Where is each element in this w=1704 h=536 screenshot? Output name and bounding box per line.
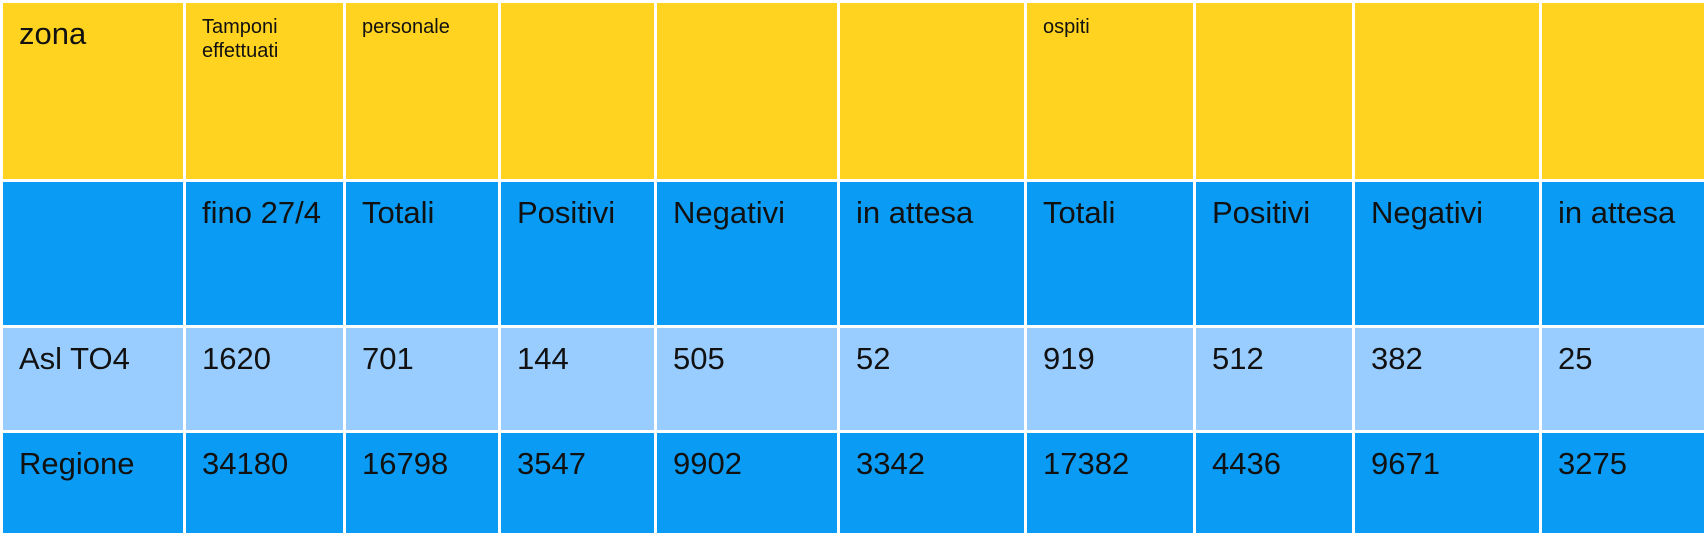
subheader-cell: Totali: [1026, 181, 1195, 327]
data-cell: 9902: [656, 432, 839, 535]
data-cell: 4436: [1195, 432, 1354, 535]
data-cell: 17382: [1026, 432, 1195, 535]
data-cell: 25: [1541, 327, 1704, 432]
data-cell: 505: [656, 327, 839, 432]
page: zona Tamponi effettuati personale ospiti…: [0, 0, 1704, 503]
header-cell: personale: [345, 2, 500, 181]
subheader-cell: Positivi: [1195, 181, 1354, 327]
header-cell: [839, 2, 1026, 181]
data-cell: 144: [500, 327, 656, 432]
data-cell: 34180: [185, 432, 345, 535]
header-cell: [1354, 2, 1541, 181]
data-cell: 52: [839, 327, 1026, 432]
subheader-cell: Negativi: [656, 181, 839, 327]
subheader-cell: Totali: [345, 181, 500, 327]
data-cell: 919: [1026, 327, 1195, 432]
data-cell: 701: [345, 327, 500, 432]
row-label: Regione: [2, 432, 185, 535]
header-cell: [500, 2, 656, 181]
data-cell: 1620: [185, 327, 345, 432]
header-cell: [1541, 2, 1704, 181]
subheader-cell: in attesa: [839, 181, 1026, 327]
header-row: zona Tamponi effettuati personale ospiti: [2, 2, 1704, 181]
header-cell: [656, 2, 839, 181]
data-cell: 382: [1354, 327, 1541, 432]
subheader-cell: Negativi: [1354, 181, 1541, 327]
header-cell: ospiti: [1026, 2, 1195, 181]
data-cell: 3275: [1541, 432, 1704, 535]
data-cell: 16798: [345, 432, 500, 535]
subheader-cell: Positivi: [500, 181, 656, 327]
header-cell: Tamponi effettuati: [185, 2, 345, 181]
row-label: Asl TO4: [2, 327, 185, 432]
header-cell: zona: [2, 2, 185, 181]
subheader-cell: [2, 181, 185, 327]
subheader-cell: fino 27/4: [185, 181, 345, 327]
data-cell: 3547: [500, 432, 656, 535]
data-cell: 512: [1195, 327, 1354, 432]
data-cell: 9671: [1354, 432, 1541, 535]
data-cell: 3342: [839, 432, 1026, 535]
subheader-cell: in attesa: [1541, 181, 1704, 327]
header-cell: [1195, 2, 1354, 181]
